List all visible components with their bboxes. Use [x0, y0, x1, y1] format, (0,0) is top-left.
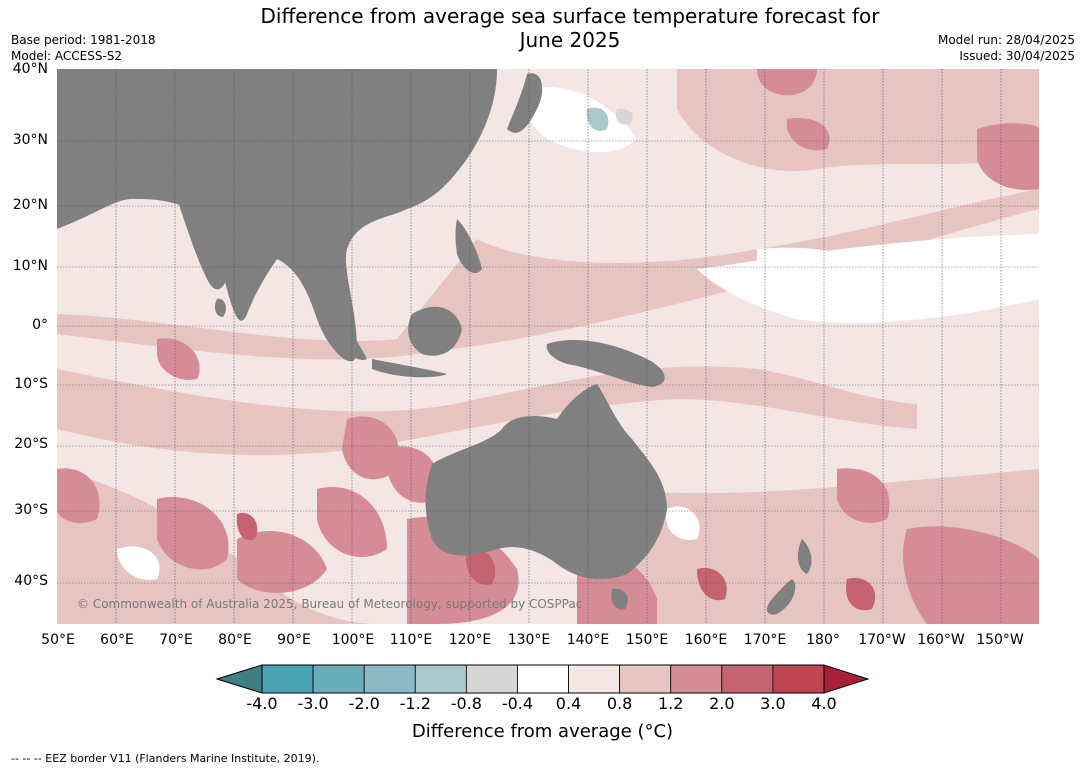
colorbar — [216, 664, 870, 694]
lon-label-60e: 60°E — [100, 632, 134, 648]
colorbar-tick-label: 3.0 — [760, 694, 786, 713]
lat-label-40s: 40°S — [14, 573, 48, 589]
chart-title: Difference from average sea surface temp… — [200, 4, 940, 52]
new-zealand-landmass — [766, 539, 812, 615]
lon-label-170w: 170°W — [858, 632, 906, 648]
colorbar-segment — [261, 664, 314, 694]
colorbar-segment — [363, 664, 416, 694]
india-landmass — [177, 199, 232, 290]
lat-label-10s: 10°S — [14, 376, 48, 392]
colorbar-over-arrow — [823, 664, 870, 694]
model-name: Model: ACCESS-S2 — [11, 49, 123, 63]
lat-label-40n: 40°N — [12, 61, 48, 77]
colorbar-tick-label: -2.0 — [348, 694, 380, 713]
title-line-2: June 2025 — [519, 28, 621, 52]
lon-label-120e: 120°E — [448, 632, 492, 648]
lon-label-180: 180° — [806, 632, 840, 648]
colorbar-segment — [772, 664, 825, 694]
sumatra-landmass — [321, 294, 367, 360]
lat-label-30n: 30°N — [12, 132, 48, 148]
lon-label-160e: 160°E — [684, 632, 728, 648]
colorbar-segment — [721, 664, 774, 694]
borneo-landmass — [408, 306, 462, 356]
lat-label-20n: 20°N — [12, 197, 48, 213]
colorbar-tick-label: -4.0 — [246, 694, 278, 713]
lat-label-20s: 20°S — [14, 436, 48, 452]
run-info: Model run: 28/04/2025 Issued: 30/04/2025 — [938, 32, 1075, 64]
sri-lanka-landmass — [215, 298, 226, 317]
colorbar-segments — [261, 664, 825, 694]
colorbar-tick-label: -3.0 — [297, 694, 329, 713]
colorbar-tick-label: 4.0 — [811, 694, 837, 713]
java-landmass — [372, 359, 447, 378]
anomaly-shading — [57, 69, 1039, 624]
lon-label-80e: 80°E — [218, 632, 252, 648]
new-guinea-landmass — [546, 339, 665, 387]
lat-label-0: 0° — [32, 317, 48, 333]
colorbar-segment — [414, 664, 467, 694]
lon-label-50e: 50°E — [41, 632, 75, 648]
lon-label-170e: 170°E — [743, 632, 787, 648]
colorbar-segment — [465, 664, 518, 694]
lon-label-90e: 90°E — [277, 632, 311, 648]
colorbar-tick-label: 0.4 — [555, 694, 582, 713]
eez-border-note: -- -- -- EEZ border V11 (Flanders Marine… — [11, 752, 320, 765]
sst-anomaly-map[interactable] — [57, 69, 1039, 624]
lon-label-160w: 160°W — [917, 632, 965, 648]
colorbar-tick-label: 1.2 — [657, 694, 684, 713]
graticule — [57, 69, 1039, 624]
lon-label-140e: 140°E — [566, 632, 610, 648]
colorbar-under-arrow — [216, 664, 263, 694]
copyright-notice: © Commonwealth of Australia 2025, Bureau… — [77, 597, 583, 611]
model-run-date: Model run: 28/04/2025 — [937, 33, 1075, 47]
lon-label-70e: 70°E — [159, 632, 193, 648]
model-info: Base period: 1981-2018 Model: ACCESS-S2 — [11, 32, 156, 64]
colorbar-segment — [568, 664, 621, 694]
asia-landmass — [57, 69, 497, 362]
lon-label-100e: 100°E — [331, 632, 375, 648]
colorbar-tick-label: -0.4 — [501, 694, 534, 713]
colorbar-segment — [312, 664, 365, 694]
colorbar-tick-label: -1.2 — [399, 694, 431, 713]
lon-label-150e: 150°E — [625, 632, 669, 648]
philippines-landmass — [455, 219, 482, 274]
colorbar-outline — [261, 664, 825, 694]
lat-label-30s: 30°S — [14, 502, 48, 518]
landmasses — [57, 69, 812, 615]
japan-landmass — [507, 73, 543, 133]
colorbar-segment — [670, 664, 723, 694]
title-line-1: Difference from average sea surface temp… — [260, 4, 880, 28]
lon-label-130e: 130°E — [507, 632, 551, 648]
tasmania-landmass — [611, 588, 628, 610]
base-period: Base period: 1981-2018 — [11, 33, 156, 47]
australia-landmass — [425, 384, 667, 580]
colorbar-tick-label: 0.8 — [606, 694, 633, 713]
lon-label-110e: 110°E — [389, 632, 433, 648]
colorbar-segment — [517, 664, 569, 694]
colorbar-tick-label: -0.8 — [450, 694, 482, 713]
colorbar-tick-label: 2.0 — [709, 694, 735, 713]
issued-date: Issued: 30/04/2025 — [959, 49, 1075, 63]
colorbar-title: Difference from average (°C) — [411, 721, 674, 742]
lon-label-150w: 150°W — [976, 632, 1024, 648]
lat-label-10n: 10°N — [12, 258, 48, 274]
colorbar-segment — [619, 664, 672, 694]
